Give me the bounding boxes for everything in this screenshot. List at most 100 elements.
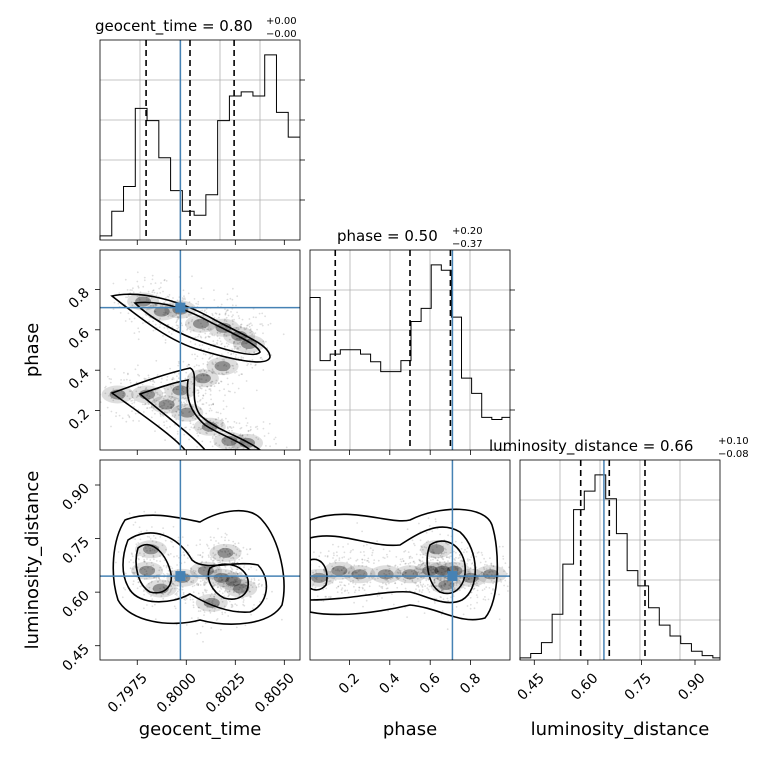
- sample-point: [121, 417, 124, 420]
- sample-point: [151, 274, 154, 277]
- sample-point: [226, 548, 228, 551]
- sample-point: [164, 312, 167, 315]
- sample-point: [462, 613, 465, 616]
- sample-point: [139, 291, 142, 294]
- sample-point: [430, 555, 433, 558]
- sample-point: [177, 364, 180, 367]
- sample-point: [225, 369, 228, 372]
- sample-point: [199, 387, 202, 390]
- sample-point: [146, 407, 148, 409]
- sample-point: [213, 571, 216, 574]
- sample-point: [144, 403, 147, 405]
- sample-point: [215, 442, 218, 445]
- sample-point: [225, 583, 228, 585]
- sample-point: [361, 586, 364, 589]
- sample-point: [381, 587, 384, 590]
- sample-point: [213, 385, 216, 388]
- sample-point: [433, 578, 436, 581]
- sample-point: [195, 544, 198, 547]
- sample-point: [136, 587, 139, 590]
- sample-point: [262, 593, 265, 596]
- sample-point: [475, 594, 478, 596]
- sample-point: [504, 579, 507, 582]
- sample-point: [173, 587, 176, 590]
- sample-point: [137, 373, 139, 376]
- sample-point: [208, 347, 210, 350]
- sample-point: [228, 429, 231, 432]
- sample-point: [194, 358, 197, 360]
- sample-point: [374, 578, 376, 580]
- sample-point: [344, 584, 347, 587]
- sample-point: [258, 312, 261, 315]
- sample-point: [437, 578, 439, 580]
- sample-point: [217, 542, 220, 544]
- sample-point: [334, 560, 336, 563]
- sample-point: [150, 595, 152, 597]
- sample-point: [177, 318, 180, 320]
- sample-point: [449, 584, 451, 587]
- sample-point: [500, 581, 503, 583]
- sample-point: [183, 295, 185, 298]
- sample-point: [228, 590, 231, 593]
- sample-point: [311, 585, 314, 588]
- sample-point: [171, 315, 174, 317]
- sample-point: [138, 420, 140, 422]
- sample-point: [224, 345, 226, 348]
- density-cell: [225, 579, 258, 598]
- sample-point: [223, 346, 226, 348]
- sample-point: [242, 599, 245, 601]
- sample-point: [144, 547, 147, 549]
- sample-point: [225, 371, 228, 374]
- sample-point: [143, 560, 146, 563]
- sample-point: [469, 567, 472, 569]
- sample-point: [223, 595, 226, 598]
- sample-point: [265, 597, 268, 600]
- sample-point: [235, 626, 238, 629]
- sample-point: [121, 397, 124, 400]
- sample-point: [170, 333, 173, 335]
- sample-point: [460, 541, 463, 544]
- sample-point: [476, 584, 478, 587]
- sample-point: [388, 582, 390, 585]
- sample-point: [199, 400, 201, 402]
- sample-point: [176, 406, 179, 408]
- sample-point: [443, 580, 446, 583]
- sample-point: [439, 579, 442, 582]
- sample-point: [191, 585, 194, 588]
- sample-point: [167, 388, 169, 391]
- sample-point: [421, 591, 423, 593]
- sample-point: [368, 561, 370, 563]
- title-phase: phase = 0.50: [337, 227, 438, 245]
- sample-point: [137, 327, 140, 330]
- sample-point: [225, 310, 228, 313]
- x-tick-label-luminosity-distance: 0.90: [675, 670, 708, 703]
- sample-point: [403, 568, 406, 571]
- sample-point: [203, 581, 206, 584]
- sample-point: [219, 555, 221, 558]
- sample-point: [204, 353, 207, 356]
- sample-point: [236, 548, 239, 551]
- sample-point: [235, 353, 238, 356]
- sample-point: [339, 581, 341, 583]
- sample-point: [250, 596, 252, 598]
- sample-point: [115, 415, 117, 418]
- sample-point: [203, 582, 205, 585]
- sample-point: [441, 589, 444, 592]
- sample-point: [223, 582, 226, 585]
- sample-point: [136, 295, 139, 298]
- sample-point: [370, 572, 373, 575]
- sample-point: [164, 311, 167, 314]
- sample-point: [337, 545, 340, 548]
- sample-point: [416, 577, 419, 580]
- sample-point: [183, 598, 186, 601]
- sample-point: [461, 586, 463, 589]
- sample-point: [513, 574, 515, 576]
- sample-point: [432, 589, 435, 591]
- sample-point: [404, 572, 406, 574]
- sample-point: [243, 328, 246, 331]
- sample-point: [226, 298, 229, 301]
- sample-point: [170, 387, 173, 389]
- sample-point: [489, 557, 491, 560]
- sample-point: [148, 406, 151, 409]
